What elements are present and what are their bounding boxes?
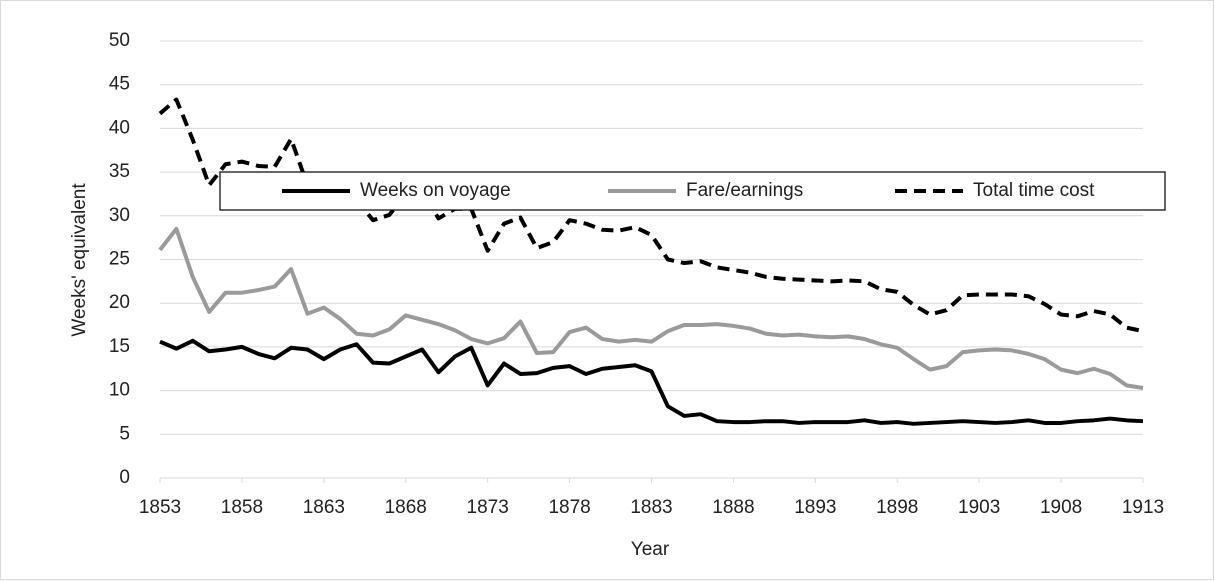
x-tick-label: 1868 xyxy=(385,497,427,518)
y-tick-label: 40 xyxy=(109,117,130,138)
x-tick-label: 1893 xyxy=(794,497,836,518)
legend-box xyxy=(219,171,1166,211)
x-tick-label: 1878 xyxy=(548,497,590,518)
y-axis-label: Weeks' equivalent xyxy=(69,183,90,337)
x-tick-label: 1858 xyxy=(221,497,263,518)
y-tick-label: 35 xyxy=(109,161,130,182)
y-tick-label: 50 xyxy=(109,30,130,51)
y-tick-label: 0 xyxy=(119,467,130,488)
line-series xyxy=(158,226,1144,390)
x-tick-label: 1908 xyxy=(1040,497,1082,518)
x-axis-label: Year xyxy=(631,539,670,560)
y-tick-label: 10 xyxy=(109,380,130,401)
x-tick-label: 1863 xyxy=(303,497,345,518)
y-tick-label: 5 xyxy=(119,423,130,444)
y-tick-label: 20 xyxy=(109,292,130,313)
x-tick-label: 1898 xyxy=(876,497,918,518)
y-tick-label: 25 xyxy=(109,249,130,270)
x-tick-label: 1853 xyxy=(139,497,181,518)
x-tick-label: 1883 xyxy=(630,497,672,518)
y-tick-label: 30 xyxy=(109,205,130,226)
y-tick-label: 15 xyxy=(109,336,130,357)
x-tick-label: 1873 xyxy=(467,497,509,518)
line-series xyxy=(159,338,1144,426)
y-tick-label: 45 xyxy=(109,74,130,95)
legend-label: Fare/earnings xyxy=(686,180,803,201)
x-tick-label: 1903 xyxy=(958,497,1000,518)
x-tick-label: 1913 xyxy=(1122,497,1164,518)
legend-label: Total time cost xyxy=(973,180,1095,201)
x-tick-label: 1888 xyxy=(712,497,754,518)
legend-label: Weeks on voyage xyxy=(360,180,511,201)
